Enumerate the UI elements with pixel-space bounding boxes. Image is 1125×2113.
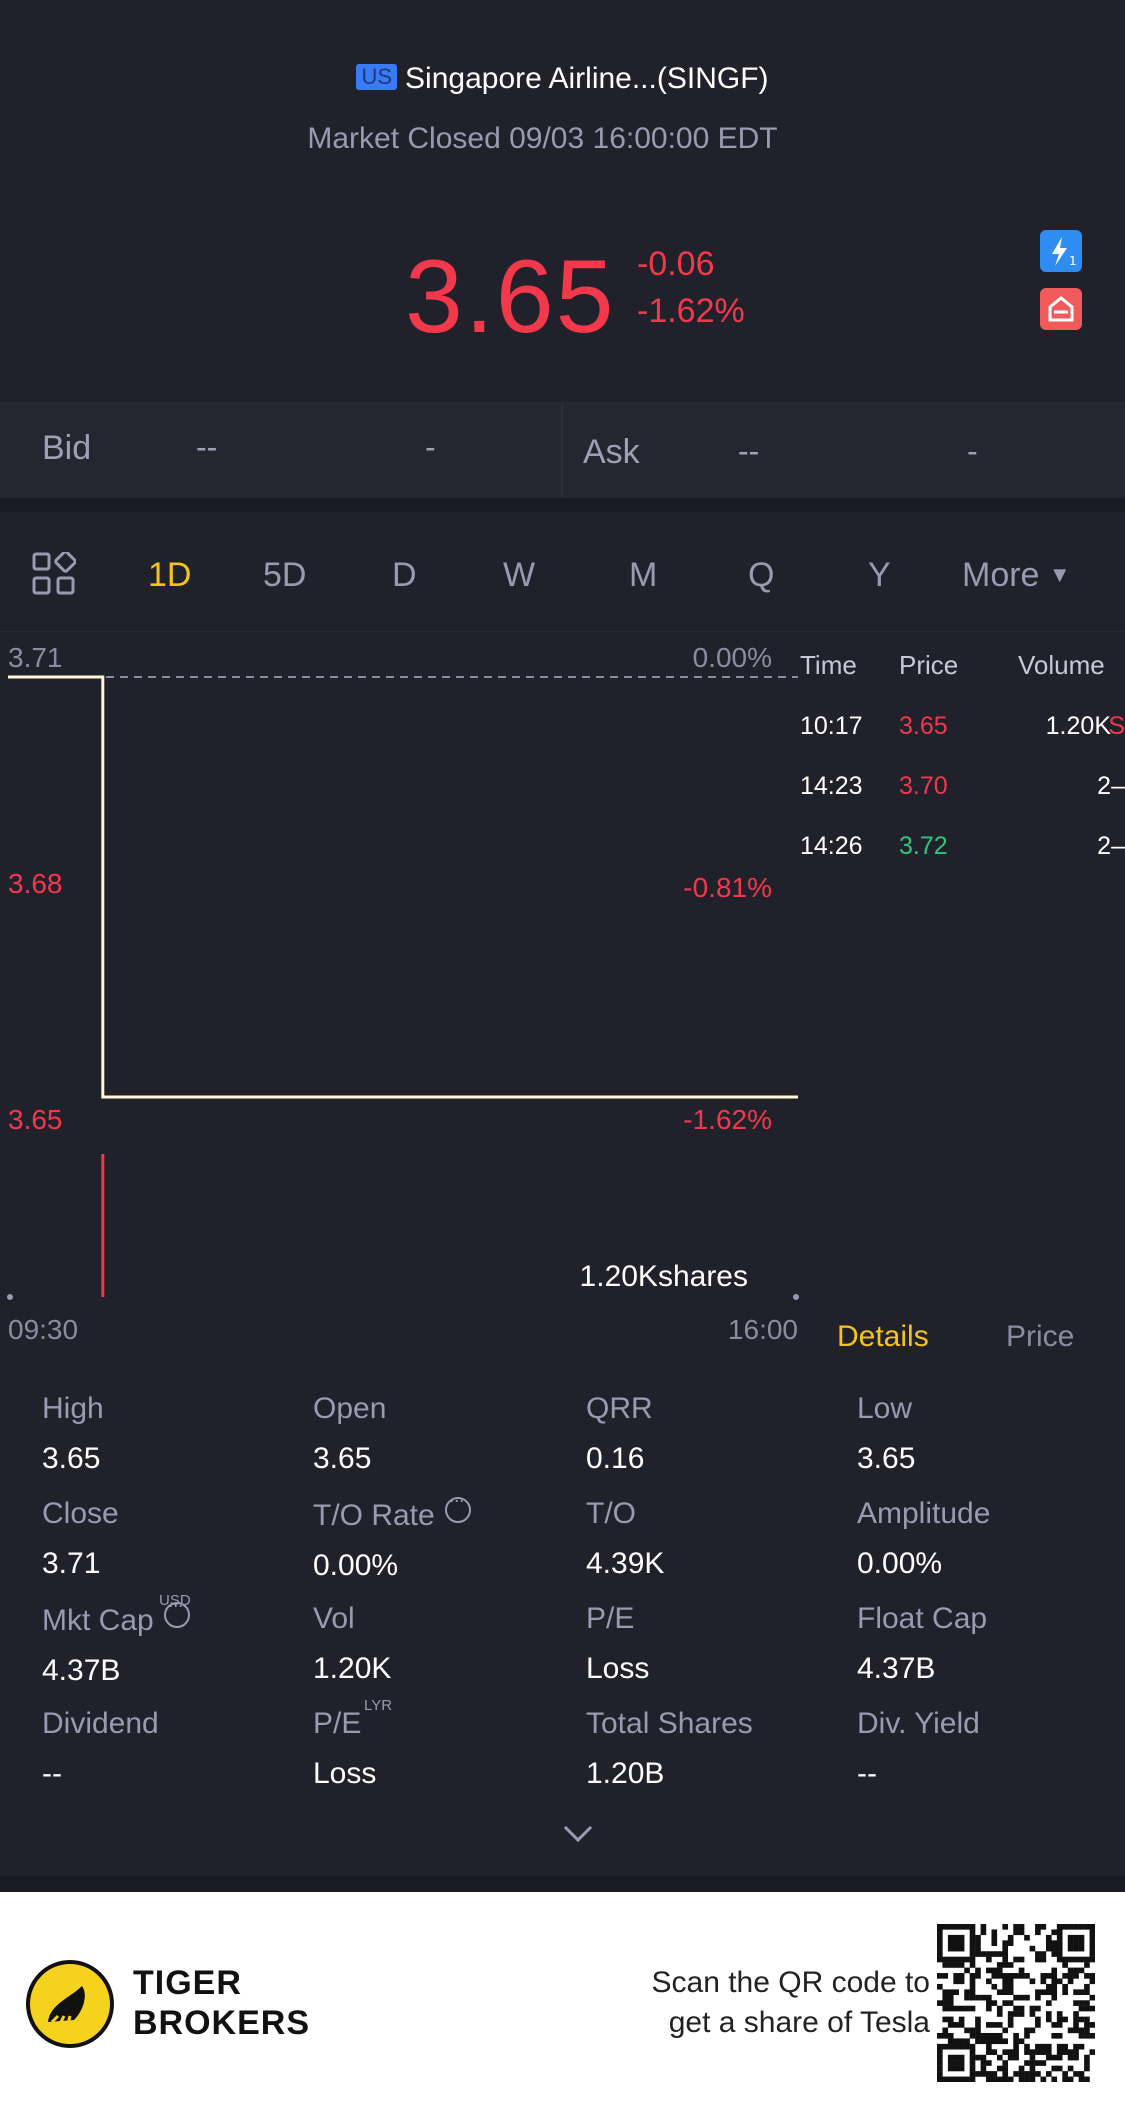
section-divider [0,498,1125,512]
tab-d[interactable]: D [392,556,417,594]
y-tick-mid: 3.68 [8,868,63,899]
col-price: Price [899,650,959,680]
stat-float-cap: Float Cap 4.37B [857,1602,988,1685]
bid-ask-divider [561,403,563,499]
bid-ask-bar: Bid -- - Ask -- - [0,402,1125,499]
pct-tick-top: 0.00% [692,642,772,673]
more-label: More [962,556,1040,594]
short-sell-icon[interactable] [1040,288,1082,330]
trade-flag: – [1111,832,1125,860]
ask-label: Ask [583,433,640,471]
promo-footer: TIGER BROKERS Scan the QR code to get a … [0,1892,1125,2113]
svg-text:1: 1 [1069,254,1077,268]
y-tick-top: 3.71 [8,642,63,673]
stat-total-shares: Total Shares 1.20B [586,1707,753,1790]
y-tick-bottom: 3.65 [8,1104,63,1135]
more-periods-button[interactable]: More ▼ [962,556,1071,595]
ask-price: -- [738,433,760,469]
bid-price: -- [196,429,218,465]
stat-div-yield: Div. Yield -- [857,1707,980,1790]
trade-volume: 1.20K [1045,712,1111,740]
trade-flag: – [1111,772,1125,800]
stat-pe: P/E Loss [586,1602,650,1685]
tiger-logo-icon [26,1960,114,2048]
brand-line-1: TIGER [133,1964,242,2002]
market-badge: US [356,64,398,90]
price-change: -0.06 [637,245,715,283]
ask-size: - [967,433,978,469]
x-axis-start-dot [7,1294,13,1300]
col-time: Time [800,650,857,680]
stat-pe-lyr: P/E Loss [313,1707,377,1790]
trade-price: 3.70 [899,772,948,800]
caret-down-icon: ▼ [1048,562,1071,587]
trade-time: 14:26 [800,832,863,860]
grid-layout-icon[interactable] [32,550,77,596]
qr-code[interactable] [937,1924,1095,2082]
x-axis-end-dot [793,1294,799,1300]
tab-price[interactable]: Price [1006,1320,1075,1353]
stat-amplitude: Amplitude 0.00% [857,1497,991,1580]
stock-title-row[interactable]: US Singapore Airline...(SINGF) [0,62,1125,96]
trade-flag: S [1108,712,1125,740]
scan-text-1: Scan the QR code to [651,1966,931,1999]
expand-chevron-icon[interactable] [563,1813,593,1843]
bid-label: Bid [42,429,92,467]
trade-volume: 2 [1097,772,1111,800]
footer-divider [0,1876,1125,1892]
x-tick-start: 09:30 [8,1314,79,1345]
stat-open: Open 3.65 [313,1392,387,1475]
x-tick-end: 16:00 [727,1314,798,1345]
brand-line-2: BROKERS [133,2004,311,2042]
trade-price: 3.72 [899,832,948,860]
intraday-chart[interactable]: 3.71 0.00% 3.68 -0.81% 3.65 -1.62% 1.20K… [0,632,800,1352]
stat-vol: Vol 1.20K [313,1602,392,1685]
quote-header: US Singapore Airline...(SINGF) Market Clo… [0,0,1125,400]
volume-label: 1.20Kshares [579,1260,748,1293]
stat-low: Low 3.65 [857,1392,916,1475]
pct-tick-mid: -0.81% [683,872,772,903]
tab-5d[interactable]: 5D [263,556,307,594]
lightning-level-icon[interactable]: 1 [1040,230,1082,272]
trade-time: 14:23 [800,772,863,800]
stat-turnover: T/O 4.39K [586,1497,665,1580]
tab-y[interactable]: Y [868,556,891,594]
pct-tick-bottom: -1.62% [683,1104,772,1135]
last-price: 3.65 [405,239,616,355]
stat-high: High 3.65 [42,1392,104,1475]
trade-price: 3.65 [899,712,948,740]
tab-w[interactable]: W [503,556,536,594]
price-series-line [8,675,798,1099]
tab-m[interactable]: M [629,556,658,594]
info-more-icon[interactable] [163,1595,190,1628]
col-volume: Volume [1018,650,1105,680]
trade-time: 10:17 [800,712,863,740]
scan-text-2: get a share of Tesla [668,2006,930,2039]
tab-details[interactable]: Details [837,1320,929,1353]
price-change-percent: -1.62% [637,292,745,330]
pe-lyr-superscript: LYR [364,1697,393,1714]
currency-superscript: USD [159,1592,191,1609]
tab-1d[interactable]: 1D [148,556,192,594]
period-tabs: 1D 5D D W M Q Y More ▼ [0,512,1125,632]
trade-volume: 2 [1097,832,1111,860]
stat-to-rate[interactable]: T/O Rate0.00% [313,1490,471,1583]
bid-size: - [425,429,436,465]
tab-q[interactable]: Q [748,556,775,594]
stock-title: Singapore Airline...(SINGF) [405,62,769,95]
stat-dividend: Dividend -- [42,1707,159,1790]
info-more-icon[interactable] [444,1490,471,1523]
stat-qrr: QRR 0.16 [586,1392,653,1475]
stat-close: Close 3.71 [42,1497,119,1580]
price-line-chart [7,675,799,1300]
market-status: Market Closed 09/03 16:00:00 EDT [307,122,778,155]
